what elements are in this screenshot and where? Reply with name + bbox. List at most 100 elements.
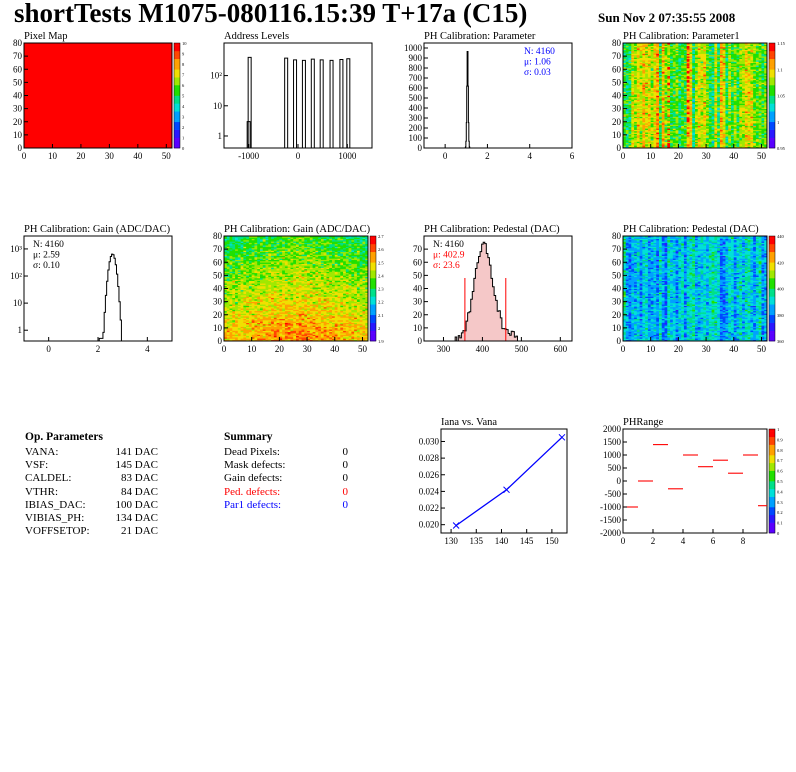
heatmap-cell <box>758 69 762 71</box>
heatmap-cell <box>725 77 729 79</box>
heatmap-cell <box>243 333 247 335</box>
heatmap-cell <box>722 65 726 67</box>
heatmap-cell <box>758 142 762 145</box>
heatmap-cell <box>725 48 729 50</box>
heatmap-cell <box>736 96 740 99</box>
heatmap-cell <box>653 48 657 50</box>
heatmap-cell <box>695 123 699 125</box>
heatmap-cell <box>714 58 718 61</box>
heatmap-cell <box>689 123 693 125</box>
heatmap-cell <box>642 102 646 104</box>
heatmap-cell <box>628 82 632 85</box>
heatmap-cell <box>708 95 712 98</box>
heatmap-cell <box>639 133 643 136</box>
heatmap-cell <box>758 133 762 136</box>
heatmap-cell <box>755 141 760 144</box>
heatmap-cell <box>639 116 643 119</box>
tick-label: 50 <box>162 151 172 161</box>
heatmap-cell <box>659 73 663 75</box>
heatmap-cell <box>667 46 671 49</box>
heatmap-cell <box>639 104 643 107</box>
heatmap-cell <box>683 48 688 50</box>
color-scale-label: 0.95 <box>777 146 786 151</box>
heatmap-cell <box>742 91 746 94</box>
heatmap-cell <box>645 48 649 50</box>
heatmap-cell <box>719 142 724 145</box>
heatmap-cell <box>224 239 228 242</box>
heatmap-cell <box>761 134 765 137</box>
heatmap-cell <box>645 85 649 87</box>
heatmap-cell <box>672 70 676 73</box>
heatmap-cell <box>711 83 715 86</box>
heatmap-cell <box>736 81 740 83</box>
heatmap-cell <box>761 123 765 125</box>
heatmap-cell <box>722 121 726 124</box>
heatmap-cell <box>761 125 765 128</box>
heatmap-cell <box>681 78 685 81</box>
heatmap-cell <box>725 117 729 120</box>
heatmap-cell <box>623 129 627 132</box>
heatmap-cell <box>237 237 241 239</box>
heatmap-cell <box>733 132 737 134</box>
heatmap-cell <box>708 120 712 123</box>
heatmap-cell <box>742 81 746 83</box>
heatmap-cell <box>736 85 740 87</box>
heatmap-cell <box>714 124 718 127</box>
heatmap-cell <box>761 99 765 102</box>
heatmap-cell <box>667 48 671 50</box>
heatmap-cell <box>761 98 765 100</box>
heatmap-cell <box>237 297 241 300</box>
heatmap-cell <box>667 79 671 82</box>
heatmap-cell <box>659 107 663 109</box>
heatmap-cell <box>631 113 635 116</box>
heatmap-cell <box>237 270 241 272</box>
heatmap-cell <box>753 74 757 77</box>
heatmap-cell <box>240 327 244 330</box>
heatmap-cell <box>636 44 640 46</box>
heatmap-cell <box>739 50 743 53</box>
heatmap-cell <box>639 111 643 113</box>
heatmap-cell <box>692 130 696 133</box>
heatmap-cell <box>661 57 665 60</box>
heatmap-cell <box>719 88 724 91</box>
heatmap-cell <box>235 288 239 291</box>
heatmap-cell <box>711 77 715 79</box>
heatmap-cell <box>639 75 643 78</box>
heatmap-cell <box>697 113 701 116</box>
heatmap-cell <box>226 327 230 330</box>
heatmap-cell <box>686 137 690 140</box>
heatmap-cell <box>736 78 740 81</box>
heatmap-cell <box>736 74 740 77</box>
heatmap-cell <box>747 77 751 79</box>
heatmap-cell <box>706 94 710 96</box>
heatmap-cell <box>661 90 665 92</box>
heatmap-cell <box>697 81 701 83</box>
heatmap-cell <box>695 90 699 92</box>
heatmap-cell <box>653 107 657 109</box>
heatmap-cell <box>650 71 654 74</box>
heatmap-cell <box>739 91 743 94</box>
heatmap-cell <box>717 92 721 95</box>
heatmap-cell <box>235 257 239 259</box>
heatmap-cell <box>653 119 657 121</box>
heatmap-cell <box>761 52 765 54</box>
heatmap-cell <box>728 123 732 125</box>
heatmap-cell <box>653 120 657 123</box>
heatmap-cell <box>672 50 676 53</box>
heatmap-cell <box>725 90 729 92</box>
heatmap-cell <box>229 268 233 271</box>
heatmap-cell <box>642 144 646 146</box>
heatmap-cell <box>226 287 230 289</box>
heatmap-cell <box>631 95 635 98</box>
heatmap-cell <box>670 82 674 85</box>
heatmap-cell <box>736 137 740 140</box>
heatmap-cell <box>642 81 646 83</box>
heatmap-cell <box>728 85 732 87</box>
heatmap-cell <box>686 106 690 108</box>
heatmap-cell <box>733 85 737 87</box>
heatmap-cell <box>703 52 707 54</box>
heatmap-cell <box>742 129 746 132</box>
heatmap-cell <box>764 64 768 66</box>
heatmap-cell <box>761 45 765 48</box>
heatmap-cell <box>224 264 228 267</box>
